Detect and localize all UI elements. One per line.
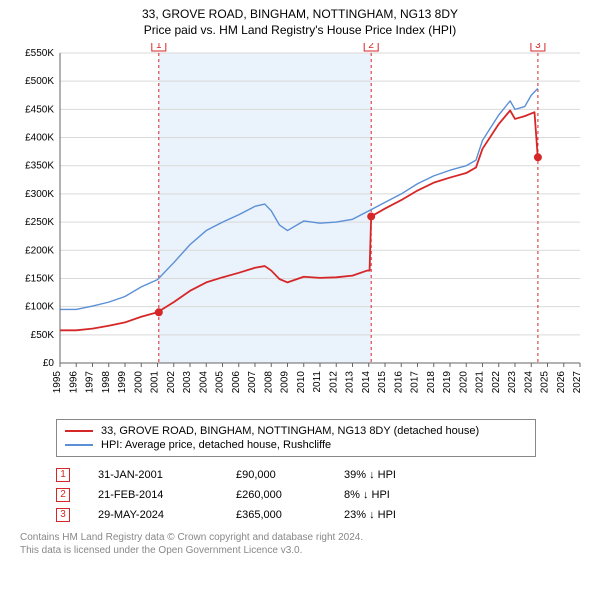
svg-text:1997: 1997 xyxy=(85,370,96,393)
svg-text:1: 1 xyxy=(156,43,162,51)
svg-text:2001: 2001 xyxy=(150,370,161,393)
legend-item: HPI: Average price, detached house, Rush… xyxy=(65,438,527,452)
svg-text:£100K: £100K xyxy=(25,301,54,312)
event-marker-box: 1 xyxy=(56,468,70,482)
svg-text:2003: 2003 xyxy=(182,370,193,393)
svg-text:2002: 2002 xyxy=(166,370,177,393)
svg-text:1996: 1996 xyxy=(68,370,79,393)
event-date: 29-MAY-2024 xyxy=(98,509,208,521)
event-price: £90,000 xyxy=(236,469,316,481)
svg-text:2025: 2025 xyxy=(540,370,551,393)
svg-text:3: 3 xyxy=(535,43,541,51)
svg-text:£450K: £450K xyxy=(25,104,54,115)
svg-text:2010: 2010 xyxy=(296,370,307,393)
event-date: 31-JAN-2001 xyxy=(98,469,208,481)
event-delta: 39% ↓ HPI xyxy=(344,469,454,481)
svg-text:2019: 2019 xyxy=(442,370,453,393)
event-delta: 8% ↓ HPI xyxy=(344,489,454,501)
svg-text:2022: 2022 xyxy=(491,370,502,393)
event-date: 21-FEB-2014 xyxy=(98,489,208,501)
svg-text:2021: 2021 xyxy=(475,370,486,393)
svg-text:£200K: £200K xyxy=(25,245,54,256)
legend: 33, GROVE ROAD, BINGHAM, NOTTINGHAM, NG1… xyxy=(56,419,536,457)
svg-text:2: 2 xyxy=(368,43,374,51)
event-price: £260,000 xyxy=(236,489,316,501)
event-row: 3 29-MAY-2024 £365,000 23% ↓ HPI xyxy=(56,505,536,525)
svg-text:1999: 1999 xyxy=(117,370,128,393)
footnote-line2: This data is licensed under the Open Gov… xyxy=(20,544,592,557)
chart-title-line1: 33, GROVE ROAD, BINGHAM, NOTTINGHAM, NG1… xyxy=(8,6,592,23)
svg-text:2015: 2015 xyxy=(377,370,388,393)
event-marker-box: 3 xyxy=(56,508,70,522)
svg-text:£500K: £500K xyxy=(25,76,54,87)
svg-text:2014: 2014 xyxy=(361,370,372,393)
svg-text:2023: 2023 xyxy=(507,370,518,393)
svg-text:2016: 2016 xyxy=(393,370,404,393)
chart-area: £0 £50K £100K £150K £200K £250K £300K £350K £400… xyxy=(8,43,592,413)
svg-text:2009: 2009 xyxy=(280,370,291,393)
footnote: Contains HM Land Registry data © Crown c… xyxy=(20,531,592,557)
svg-text:£250K: £250K xyxy=(25,217,54,228)
svg-text:2005: 2005 xyxy=(215,370,226,393)
event-marker-box: 2 xyxy=(56,488,70,502)
svg-text:1998: 1998 xyxy=(101,370,112,393)
legend-swatch xyxy=(65,430,93,432)
svg-text:2017: 2017 xyxy=(410,370,421,393)
svg-text:£300K: £300K xyxy=(25,189,54,200)
footnote-line1: Contains HM Land Registry data © Crown c… xyxy=(20,531,592,544)
svg-text:2008: 2008 xyxy=(263,370,274,393)
svg-text:2012: 2012 xyxy=(328,370,339,393)
legend-label: HPI: Average price, detached house, Rush… xyxy=(101,439,331,451)
svg-text:2027: 2027 xyxy=(572,370,583,393)
svg-text:£50K: £50K xyxy=(31,330,55,341)
svg-text:2004: 2004 xyxy=(198,370,209,393)
svg-text:£550K: £550K xyxy=(25,48,54,59)
svg-text:2018: 2018 xyxy=(426,370,437,393)
event-row: 2 21-FEB-2014 £260,000 8% ↓ HPI xyxy=(56,485,536,505)
event-row: 1 31-JAN-2001 £90,000 39% ↓ HPI xyxy=(56,465,536,485)
legend-swatch xyxy=(65,444,93,446)
svg-text:£0: £0 xyxy=(43,358,55,369)
chart-title-line2: Price paid vs. HM Land Registry's House … xyxy=(8,23,592,37)
svg-text:£350K: £350K xyxy=(25,161,54,172)
event-delta: 23% ↓ HPI xyxy=(344,509,454,521)
svg-text:£400K: £400K xyxy=(25,132,54,143)
svg-text:2013: 2013 xyxy=(345,370,356,393)
svg-text:£150K: £150K xyxy=(25,273,54,284)
events-table: 1 31-JAN-2001 £90,000 39% ↓ HPI 2 21-FEB-2014… xyxy=(56,465,536,525)
line-chart: £0 £50K £100K £150K £200K £250K £300K £350K £400… xyxy=(8,43,592,413)
svg-text:2026: 2026 xyxy=(556,370,567,393)
legend-label: 33, GROVE ROAD, BINGHAM, NOTTINGHAM, NG1… xyxy=(101,425,479,437)
svg-text:2020: 2020 xyxy=(458,370,469,393)
event-price: £365,000 xyxy=(236,509,316,521)
svg-text:1995: 1995 xyxy=(52,370,63,393)
svg-text:2006: 2006 xyxy=(231,370,242,393)
svg-text:2007: 2007 xyxy=(247,370,258,393)
svg-text:2024: 2024 xyxy=(523,370,534,393)
legend-item: 33, GROVE ROAD, BINGHAM, NOTTINGHAM, NG1… xyxy=(65,424,527,438)
svg-text:2011: 2011 xyxy=(312,370,323,392)
svg-text:2000: 2000 xyxy=(133,370,144,393)
